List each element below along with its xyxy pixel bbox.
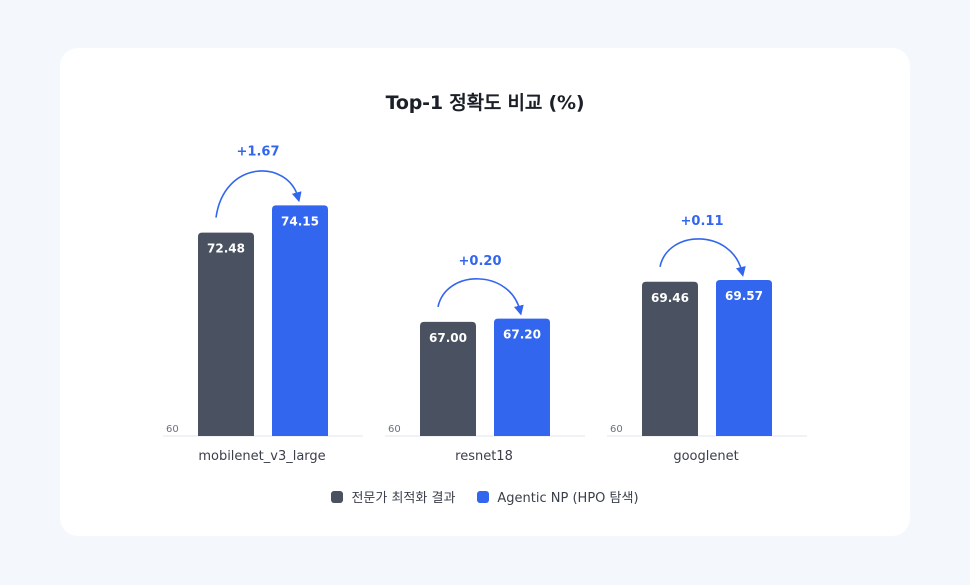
delta-label-resnet18: +0.20 bbox=[459, 254, 502, 269]
bar-label-googlenet-s0: 69.46 bbox=[651, 291, 689, 305]
legend-swatch-expert bbox=[331, 490, 344, 503]
bar-resnet18-s1 bbox=[494, 318, 550, 436]
delta-arrow-resnet18 bbox=[437, 278, 524, 316]
delta-arrow-googlenet bbox=[659, 238, 746, 277]
baseline-label-2: 60 bbox=[610, 424, 623, 435]
bar-label-mobilenet_v3_large-s0: 72.48 bbox=[207, 242, 245, 256]
delta-label-mobilenet_v3_large: +1.67 bbox=[237, 144, 280, 159]
bar-label-googlenet-s1: 69.57 bbox=[725, 289, 763, 303]
bar-googlenet-s1 bbox=[716, 280, 772, 436]
bar-label-resnet18-s1: 67.20 bbox=[503, 328, 541, 342]
legend: 전문가 최적화 결과 Agentic NP (HPO 탐색) bbox=[0, 487, 970, 506]
bar-mobilenet_v3_large-s1 bbox=[272, 205, 328, 436]
chart-title: Top-1 정확도 비교 (%) bbox=[385, 92, 585, 114]
legend-item-agentic: Agentic NP (HPO 탐색) bbox=[477, 487, 639, 506]
bar-label-mobilenet_v3_large-s1: 74.15 bbox=[281, 214, 319, 228]
bar-label-resnet18-s0: 67.00 bbox=[429, 331, 467, 345]
legend-item-expert: 전문가 최적화 결과 bbox=[331, 487, 455, 506]
baseline-label-0: 60 bbox=[166, 424, 179, 435]
bar-resnet18-s0 bbox=[420, 321, 476, 436]
legend-swatch-agentic bbox=[477, 490, 490, 503]
category-label-googlenet: googlenet bbox=[673, 449, 738, 464]
category-label-resnet18: resnet18 bbox=[455, 449, 513, 464]
bar-mobilenet_v3_large-s0 bbox=[198, 232, 254, 436]
baseline-label-1: 60 bbox=[388, 424, 401, 435]
delta-label-googlenet: +0.11 bbox=[681, 214, 724, 229]
category-label-mobilenet_v3_large: mobilenet_v3_large bbox=[198, 449, 325, 464]
legend-label-agentic: Agentic NP (HPO 탐색) bbox=[497, 491, 639, 506]
bar-googlenet-s0 bbox=[642, 281, 698, 436]
legend-label-expert: 전문가 최적화 결과 bbox=[351, 491, 456, 506]
delta-arrow-mobilenet_v3_large bbox=[215, 170, 302, 218]
